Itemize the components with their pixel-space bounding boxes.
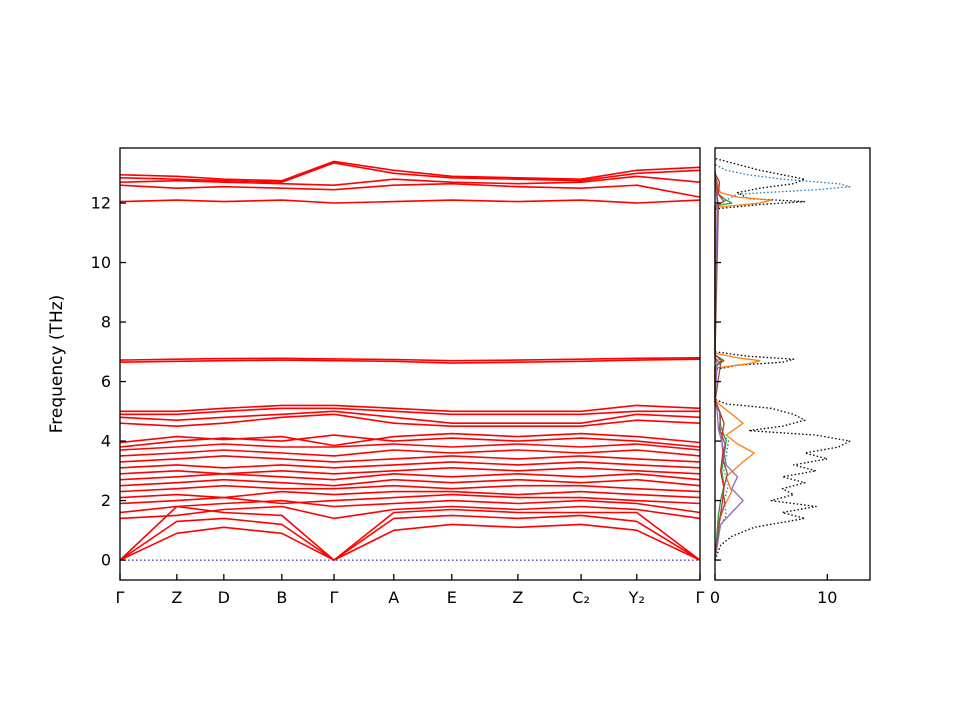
phonon-band-line (119, 505, 701, 561)
y-tick-label: 2 (101, 491, 111, 510)
pdos-red-curve (714, 173, 725, 561)
phonon-band-line (119, 357, 701, 362)
phonon-band-line (119, 432, 701, 447)
kpoint-label: C₂ (572, 588, 590, 607)
kpoint-label: Γ (116, 588, 125, 607)
phonon-band-line (119, 493, 701, 505)
y-tick-label: 4 (101, 432, 111, 451)
kpoint-label: B (276, 588, 287, 607)
phonon-band-line (119, 413, 701, 428)
dos-curves (714, 157, 851, 561)
dos-axes-frame (714, 147, 871, 581)
phonon-band-line (119, 443, 701, 451)
y-axis-label: Frequency (THz) (47, 295, 67, 434)
phonon-band-line (120, 407, 700, 416)
band-structure-panel: 0 2 4 6 8 10 12 Γ Z D B Γ A E Z C₂ Y₂ Γ Frequency (THz) (47, 147, 705, 607)
phonon-band-line (119, 358, 701, 364)
y-tick-label: 10 (91, 253, 111, 272)
phonon-band-line (119, 461, 701, 469)
kpoint-label: E (447, 588, 457, 607)
y-tick-label: 12 (91, 194, 111, 213)
dos-x-tick-label: 10 (817, 588, 837, 607)
phonon-band-line (119, 490, 701, 499)
phonon-band-line (119, 505, 701, 520)
phonon-band-line (119, 499, 701, 514)
phonon-band-line (119, 484, 701, 493)
frequency-ticks: 0 2 4 6 8 10 12 (91, 194, 126, 570)
pdos-orange-curve (714, 173, 772, 561)
phonon-band-line (119, 472, 701, 481)
phonon-band-line (119, 523, 701, 561)
y-tick-label: 6 (101, 372, 111, 391)
phonon-band-line (119, 466, 701, 475)
kpoint-label: Z (171, 588, 182, 607)
phonon-band-line (119, 478, 701, 487)
y-tick-label: 0 (101, 551, 111, 570)
kpoint-label: Γ (330, 588, 339, 607)
dos-panel: 0 10 (710, 147, 871, 607)
pdos-blue-curve (714, 163, 851, 561)
phonon-band-line (119, 410, 701, 425)
band-axes-frame (119, 147, 701, 581)
kpoint-label: D (218, 588, 230, 607)
kpoint-label: Y₂ (628, 588, 645, 607)
phonon-band-line (119, 160, 701, 182)
phonon-band-line (119, 455, 701, 463)
y-tick-label: 8 (101, 313, 111, 332)
kpoint-label: A (388, 588, 399, 607)
phonon-band-line (119, 175, 701, 186)
phonon-band-line (120, 404, 701, 413)
dos-ticks: 0 10 (710, 202, 837, 607)
phonon-band-line (119, 182, 701, 198)
total-dos-curve (714, 157, 851, 561)
phonon-band-line (119, 199, 701, 204)
pdos-brown-curve (714, 170, 729, 561)
phonon-band-line (119, 514, 701, 561)
phonon-band-line (119, 449, 701, 457)
dos-x-tick-label: 0 (710, 588, 720, 607)
kpoint-label: Γ (696, 588, 705, 607)
phonon-bands (119, 160, 701, 561)
kpoint-ticks: Γ Z D B Γ A E Z C₂ Y₂ Γ (116, 574, 705, 607)
phonon-band-line (119, 162, 701, 183)
kpoint-label: Z (512, 588, 523, 607)
